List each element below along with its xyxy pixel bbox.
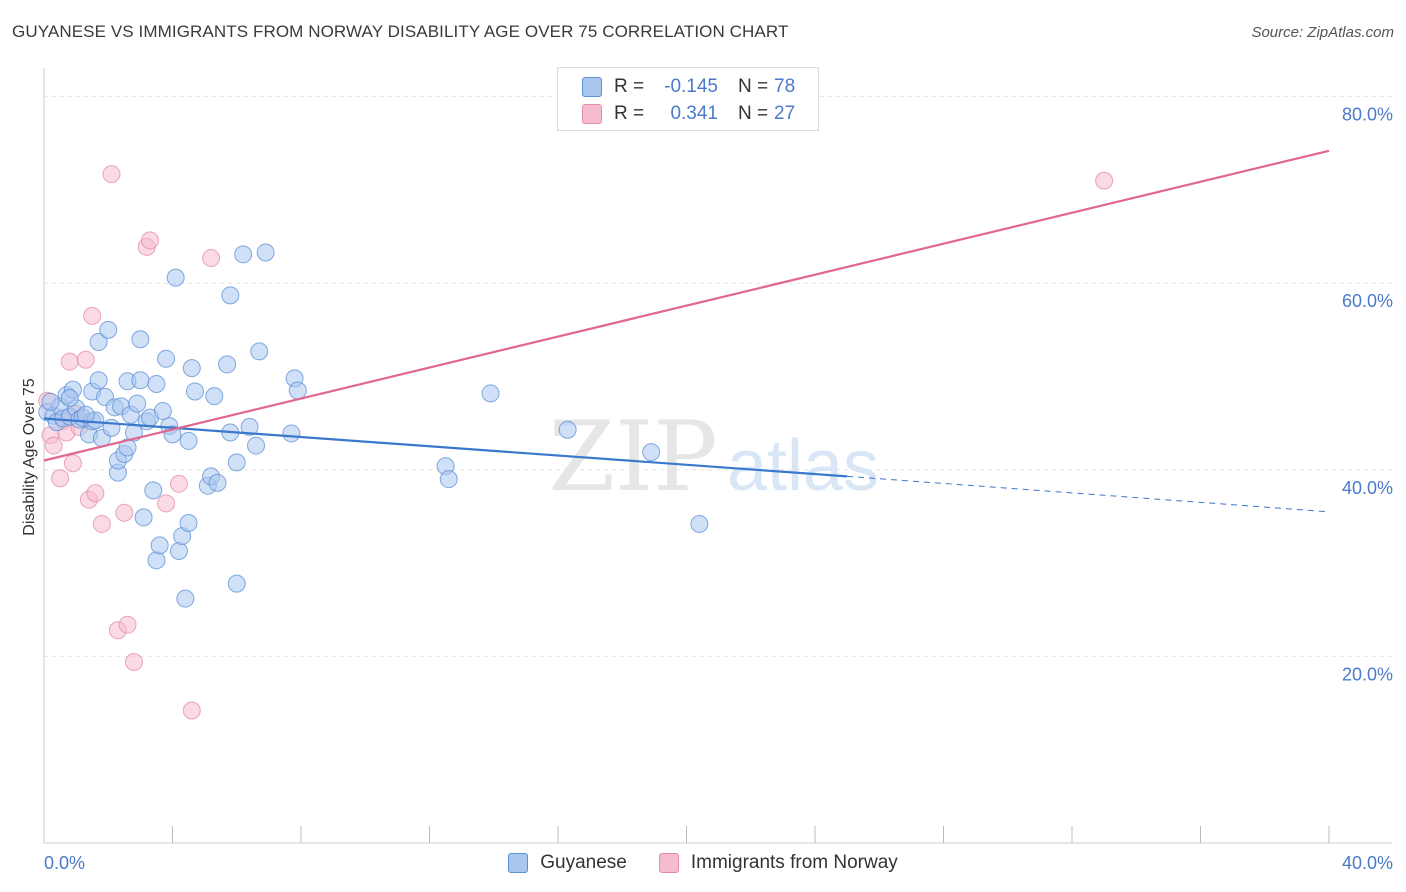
guyanese-point — [128, 394, 147, 413]
legend-r-label: R = — [614, 103, 645, 124]
guyanese-point — [218, 355, 237, 374]
guyanese-point — [89, 371, 108, 390]
norway-point — [44, 436, 63, 455]
norway-point — [92, 514, 111, 533]
guyanese-point — [60, 388, 79, 407]
legend-n-label: N = — [738, 103, 769, 124]
guyanese-point — [76, 405, 95, 424]
legend-n-value: 27 — [774, 103, 796, 124]
source-label: Source: ZipAtlas.com — [1251, 24, 1394, 41]
guyanese-point — [185, 382, 204, 401]
norway-point — [157, 494, 176, 513]
x-tick-label: 0.0% — [44, 853, 85, 873]
series-legend-swatch-pink — [658, 853, 679, 873]
norway-point — [51, 469, 70, 488]
guyanese-point — [288, 381, 307, 400]
series-legend-swatch-blue — [508, 853, 529, 873]
guyanese-point — [179, 431, 198, 450]
guyanese-point — [99, 320, 118, 339]
norway-point — [169, 474, 188, 493]
guyanese-point — [144, 481, 163, 500]
guyanese-point — [240, 417, 259, 436]
axes — [43, 68, 1392, 844]
guyanese-point — [227, 574, 246, 593]
guyanese-point — [147, 375, 166, 393]
guyanese-point — [558, 420, 577, 439]
guyanese-point — [134, 508, 153, 527]
guyanese-point — [642, 443, 661, 462]
guyanese-point — [227, 453, 246, 472]
guyanese-point — [439, 470, 458, 489]
guyanese-point — [153, 402, 172, 421]
norway-point — [83, 306, 102, 325]
y-axis-label: Disability Age Over 75 — [21, 378, 38, 536]
legend-r-label: R = — [614, 76, 645, 97]
y-tick-label: 80.0% — [1342, 105, 1393, 125]
guyanese-point — [690, 514, 709, 533]
series-guyanese-points — [38, 243, 709, 608]
norway-trend-line — [43, 149, 1330, 462]
guyanese-point — [169, 541, 188, 560]
legend-row-guyanese: R = -0.145 N = 78 — [582, 74, 795, 100]
guyanese-point — [256, 243, 275, 262]
guyanese-point — [131, 371, 150, 390]
series-legend-label: Guyanese — [540, 852, 627, 873]
norway-point — [115, 503, 134, 522]
guyanese-point — [282, 424, 301, 443]
norway-point — [60, 352, 79, 371]
guyanese-point — [176, 589, 195, 608]
guyanese-point — [481, 384, 500, 403]
guyanese-point — [166, 268, 185, 287]
gridlines — [44, 96, 1392, 657]
tick-labels: 20.0% 40.0% 60.0% 80.0% 0.0% 40.0% — [44, 105, 1393, 873]
series-legend-guyanese[interactable]: Guyanese — [508, 852, 627, 874]
norway-point — [102, 165, 121, 184]
series-legend-norway[interactable]: Immigrants from Norway — [658, 852, 898, 874]
norway-point — [182, 701, 201, 720]
guyanese-point — [234, 245, 253, 264]
guyanese-point — [250, 342, 269, 361]
legend-r-value: -0.145 — [664, 76, 718, 97]
y-tick-label: 40.0% — [1342, 478, 1393, 498]
guyanese-point — [205, 387, 224, 406]
chart-title: GUYANESE VS IMMIGRANTS FROM NORWAY DISAB… — [12, 22, 789, 41]
series-legend-label: Immigrants from Norway — [690, 852, 898, 873]
guyanese-trend-extension — [847, 475, 1330, 513]
legend-swatch-blue — [582, 77, 602, 97]
norway-point — [1095, 171, 1114, 190]
guyanese-point — [179, 514, 198, 533]
norway-point — [118, 615, 137, 634]
norway-point — [76, 350, 95, 369]
norway-point — [202, 249, 221, 268]
norway-point — [141, 231, 160, 250]
trend-lines — [43, 149, 1330, 513]
y-tick-label: 60.0% — [1342, 291, 1393, 311]
guyanese-point — [89, 333, 108, 352]
guyanese-point — [247, 436, 266, 455]
guyanese-point — [131, 330, 150, 349]
legend-n-label: N = — [738, 76, 769, 97]
watermark-atlas: atlas — [727, 426, 879, 506]
legend-swatch-pink — [582, 104, 602, 124]
guyanese-point — [157, 349, 176, 368]
guyanese-point — [118, 438, 137, 457]
norway-point — [86, 484, 105, 503]
guyanese-point — [150, 536, 169, 555]
guyanese-point — [147, 551, 166, 570]
guyanese-point — [208, 473, 227, 492]
correlation-legend: R = -0.145 N = 78 R = 0.341 N = 27 — [557, 67, 819, 131]
legend-n-value: 78 — [774, 76, 796, 97]
guyanese-point — [41, 392, 60, 411]
legend-row-norway: R = 0.341 N = 27 — [582, 101, 795, 127]
x-tick-label: 40.0% — [1342, 853, 1393, 873]
norway-point — [63, 454, 82, 473]
norway-point — [124, 653, 143, 672]
series-legend: Guyanese Immigrants from Norway — [0, 852, 1406, 874]
legend-r-value: 0.341 — [670, 103, 718, 124]
guyanese-point — [221, 286, 240, 305]
y-tick-label: 20.0% — [1342, 664, 1393, 684]
guyanese-point — [182, 359, 201, 378]
